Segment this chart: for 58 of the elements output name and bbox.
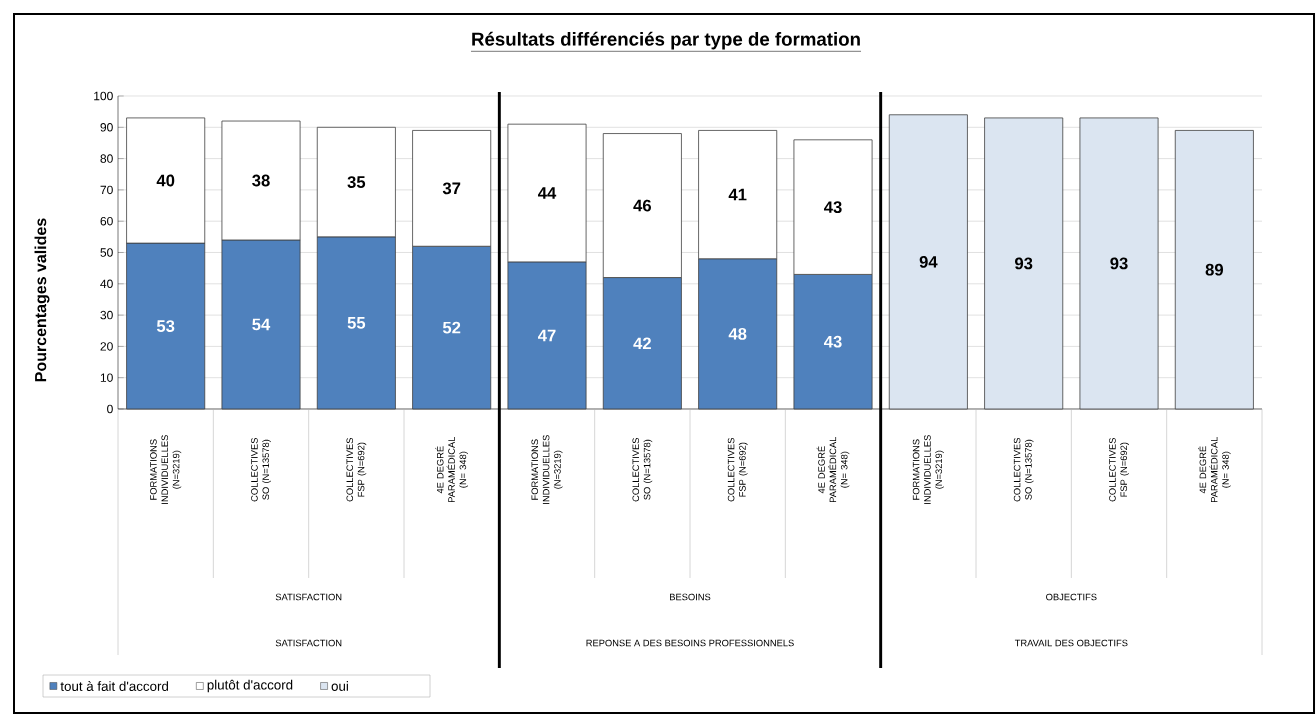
text: BESOINS [670,593,711,601]
data-label: 93 [1014,257,1033,270]
data-label: 40 [156,174,175,187]
data-label: 46 [633,199,651,212]
x-tick-label: 4E DEGRÉ PARAMÉDICAL (N= 348) [1198,436,1231,503]
y-tick-label: 50 [100,248,113,257]
x-tick-label: COLLECTIVES FSP (N=692) [1109,437,1129,502]
data-label: 53 [156,320,175,332]
data-label: 47 [537,329,556,342]
x-tick-label: FORMATIONS INDIVIDUELLES (N=3219) [912,435,944,504]
legend-label: plutôt d'accord [207,679,293,693]
data-label: 48 [728,327,747,340]
x-tick-label: FORMATIONS INDIVIDUELLES (N=3219) [150,435,182,504]
data-label: 43 [823,335,842,348]
x-tick-label: 4E DEGRÉ PARAMÉDICAL (N= 348) [816,436,850,503]
y-tick-label: 0 [107,404,113,414]
bar [984,117,1064,410]
data-label: 44 [537,187,557,199]
x-tick-label: FORMATIONS INDIVIDUELLES (N=3219) [531,435,563,504]
y-axis-title: Pourcentages valides [34,218,50,382]
bar [1079,117,1159,410]
data-label: 38 [252,174,270,187]
data-label: 35 [347,176,366,188]
data-label: 55 [347,317,366,329]
y-tick-label: 10 [100,373,113,382]
data-label: 54 [252,318,271,331]
data-label: 37 [442,182,461,195]
y-tick-label: 70 [100,185,113,195]
y-tick-label: 40 [100,279,113,289]
y-tick-label: 60 [100,216,113,226]
data-label: 52 [442,321,461,334]
legend-label: tout à fait d'accord [60,681,169,691]
data-label: 93 [1110,257,1128,270]
bar [1174,130,1254,410]
x-tick-label: COLLECTIVES FSP (N=692) [346,437,367,502]
x-tick-label: 4E DEGRÉ PARAMÉDICAL (N= 348) [435,436,469,503]
data-label: 94 [919,256,938,268]
chart-title: Résultats différenciés par type de formation [472,31,860,50]
y-tick-label: 100 [94,91,113,101]
y-tick-label: 30 [100,310,113,320]
data-label: 89 [1205,263,1223,276]
data-label: 42 [633,337,651,350]
legend-label: oui [331,681,348,691]
bar [888,114,968,410]
x-tick-label: COLLECTIVES SO (N=13578) [1013,437,1034,502]
y-tick-label: 20 [100,342,113,351]
y-tick-label: 80 [100,154,113,163]
text: TRAVAIL DES OBJECTIFS [1014,639,1128,647]
text: SATISFACTION [275,593,342,601]
data-label: 43 [823,201,842,214]
text: SATISFACTION [275,639,342,647]
x-tick-label: COLLECTIVES SO (N=13578) [632,437,653,502]
text: OBJECTIFS [1046,593,1097,601]
x-tick-label: COLLECTIVES SO (N=13578) [251,437,271,502]
text: REPONSE A DES BESOINS PROFESSIONNELS [586,639,794,647]
x-tick-label: COLLECTIVES FSP (N=692) [727,437,748,502]
data-label: 41 [728,188,747,201]
y-tick-label: 90 [100,123,113,132]
